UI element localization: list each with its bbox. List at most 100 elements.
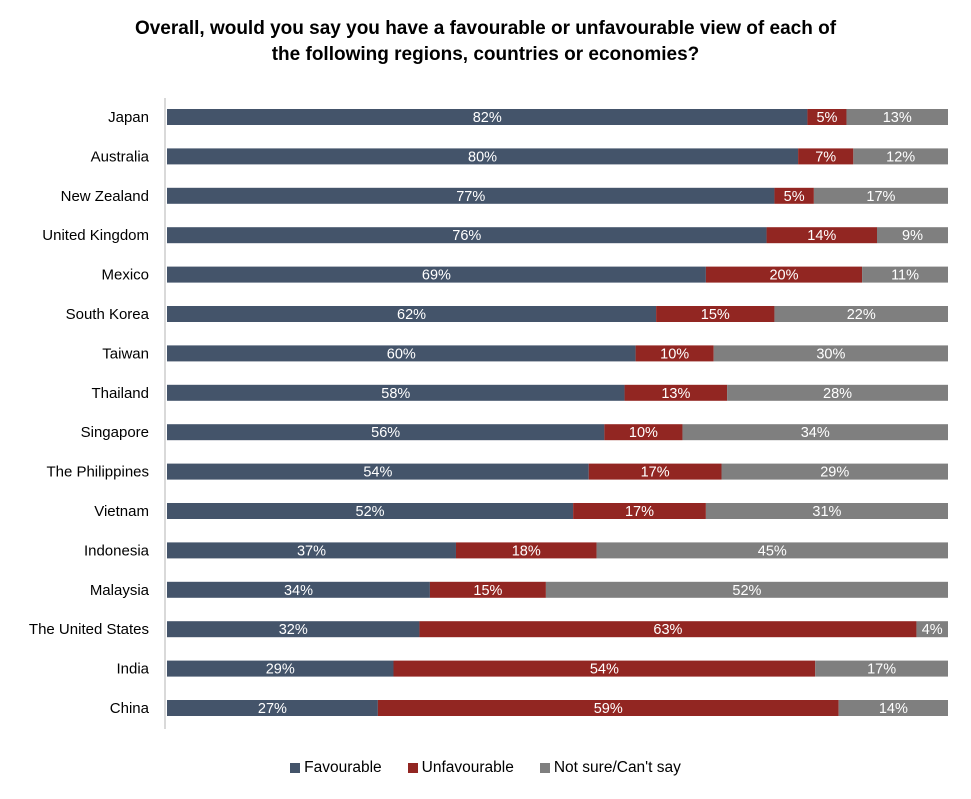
category-label: Malaysia <box>90 582 150 599</box>
bar-row-the-philippines: The Philippines 54% 17% 29% <box>46 463 948 481</box>
legend-swatch-favourable <box>290 763 301 773</box>
data-label-not-sure-can-t-say: 9% <box>902 228 923 244</box>
bar-segment-favourable <box>167 503 574 519</box>
bar-segment-favourable <box>167 621 420 638</box>
data-label-unfavourable: 5% <box>784 189 805 205</box>
data-label-favourable: 56% <box>371 425 400 441</box>
bar-segment-favourable <box>167 581 430 598</box>
bar-row-india: India 29% 54% 17% <box>116 660 948 678</box>
data-label-unfavourable: 18% <box>512 543 541 559</box>
legend-label-unfavourable: Unfavourable <box>421 759 514 776</box>
legend-label-favourable: Favourable <box>304 759 382 776</box>
bar-segment-favourable <box>167 463 589 480</box>
data-label-unfavourable: 63% <box>653 622 682 638</box>
data-label-unfavourable: 14% <box>807 228 836 244</box>
data-label-not-sure-can-t-say: 22% <box>847 307 876 323</box>
data-label-favourable: 82% <box>473 110 502 126</box>
bar-segment-favourable <box>167 148 799 165</box>
bar-segment-not-sure-can-t-say <box>596 542 948 559</box>
bar-segment-favourable <box>167 424 605 441</box>
category-label: Taiwan <box>102 345 149 362</box>
data-label-not-sure-can-t-say: 14% <box>879 701 908 717</box>
data-label-not-sure-can-t-say: 34% <box>801 425 830 441</box>
bar-segment-unfavourable <box>377 700 839 716</box>
bar-row-thailand: Thailand 58% 13% 28% <box>91 384 948 402</box>
bar-segment-unfavourable <box>705 266 863 283</box>
data-label-favourable: 27% <box>258 701 287 717</box>
bar-segment-favourable <box>167 660 394 677</box>
bar-segment-not-sure-can-t-say <box>862 266 948 283</box>
bar-segment-favourable <box>167 227 767 244</box>
bar-segment-not-sure-can-t-say <box>721 463 948 480</box>
data-label-favourable: 77% <box>456 189 485 205</box>
bar-row-south-korea: South Korea 62% 15% 22% <box>66 306 948 323</box>
data-label-not-sure-can-t-say: 28% <box>823 386 852 402</box>
bar-segment-not-sure-can-t-say <box>815 660 948 677</box>
data-label-favourable: 32% <box>279 622 308 638</box>
bar-segment-not-sure-can-t-say <box>682 424 948 441</box>
bar-segment-unfavourable <box>455 542 597 559</box>
chart-title: Overall, would you say you have a favour… <box>0 16 971 68</box>
bar-row-china: China 27% 59% 14% <box>110 700 948 717</box>
data-label-not-sure-can-t-say: 45% <box>758 543 787 559</box>
chart-title-line-2: the following regions, countries or econ… <box>271 44 700 65</box>
bar-segment-unfavourable <box>774 187 814 204</box>
bar-segment-unfavourable <box>807 109 847 125</box>
category-label: South Korea <box>66 306 150 323</box>
data-label-favourable: 29% <box>266 662 295 678</box>
bar-segment-favourable <box>167 384 625 401</box>
bar-segment-favourable <box>167 345 636 362</box>
bar-row-japan: Japan 82% 5% 13% <box>108 109 948 126</box>
data-label-unfavourable: 17% <box>641 465 670 481</box>
data-label-not-sure-can-t-say: 17% <box>866 189 895 205</box>
data-label-favourable: 37% <box>297 543 326 559</box>
bar-segment-not-sure-can-t-say <box>838 700 948 716</box>
bar-segment-unfavourable <box>588 463 722 480</box>
category-label: Indonesia <box>84 542 150 559</box>
category-label: Japan <box>108 109 149 126</box>
data-label-favourable: 54% <box>363 465 392 481</box>
bar-segment-not-sure-can-t-say <box>705 503 948 519</box>
legend-item-unfavourable: Unfavourable <box>407 759 514 777</box>
category-label: Vietnam <box>94 503 149 520</box>
data-label-favourable: 69% <box>422 268 451 284</box>
data-label-unfavourable: 5% <box>816 110 837 126</box>
bar-segment-unfavourable <box>429 581 546 598</box>
bar-segment-unfavourable <box>635 345 714 362</box>
bar-segment-not-sure-can-t-say <box>853 148 948 165</box>
bar-row-taiwan: Taiwan 60% 10% 30% <box>102 345 948 362</box>
data-label-not-sure-can-t-say: 52% <box>732 583 761 599</box>
data-label-not-sure-can-t-say: 13% <box>883 110 912 126</box>
bar-segment-favourable <box>167 109 808 125</box>
category-label: New Zealand <box>61 188 149 205</box>
data-label-not-sure-can-t-say: 29% <box>820 465 849 481</box>
category-label: Australia <box>91 148 150 165</box>
bar-row-singapore: Singapore 56% 10% 34% <box>81 424 948 441</box>
data-label-not-sure-can-t-say: 4% <box>922 622 943 638</box>
bar-segment-favourable <box>167 700 378 716</box>
data-label-unfavourable: 10% <box>660 346 689 362</box>
bar-row-new-zealand: New Zealand 77% 5% 17% <box>61 187 948 205</box>
plot-area: Japan 82% 5% 13% Australia 80% 7% 12% New Zealan… <box>29 109 948 717</box>
legend-label-not-sure: Not sure/Can't say <box>553 759 681 776</box>
data-label-not-sure-can-t-say: 12% <box>886 149 915 165</box>
bar-segment-unfavourable <box>624 384 728 401</box>
bar-segment-favourable <box>167 306 657 322</box>
bar-row-malaysia: Malaysia 34% 15% 52% <box>90 581 948 599</box>
bar-segment-not-sure-can-t-say <box>545 581 948 598</box>
data-label-unfavourable: 54% <box>590 662 619 678</box>
legend: Favourable Unfavourable Not sure/Can't s… <box>0 759 971 777</box>
data-label-unfavourable: 20% <box>769 268 798 284</box>
bar-segment-not-sure-can-t-say <box>916 621 948 638</box>
bar-segment-not-sure-can-t-say <box>846 109 948 125</box>
category-label: China <box>110 700 150 717</box>
data-label-favourable: 62% <box>397 307 426 323</box>
data-label-favourable: 76% <box>452 228 481 244</box>
bar-segment-unfavourable <box>573 503 706 519</box>
data-label-unfavourable: 17% <box>625 504 654 520</box>
bar-row-the-united-states: The United States 32% 63% 4% <box>29 621 948 638</box>
data-label-favourable: 58% <box>381 386 410 402</box>
bar-row-mexico: Mexico 69% 20% 11% <box>101 266 948 284</box>
data-label-unfavourable: 59% <box>594 701 623 717</box>
